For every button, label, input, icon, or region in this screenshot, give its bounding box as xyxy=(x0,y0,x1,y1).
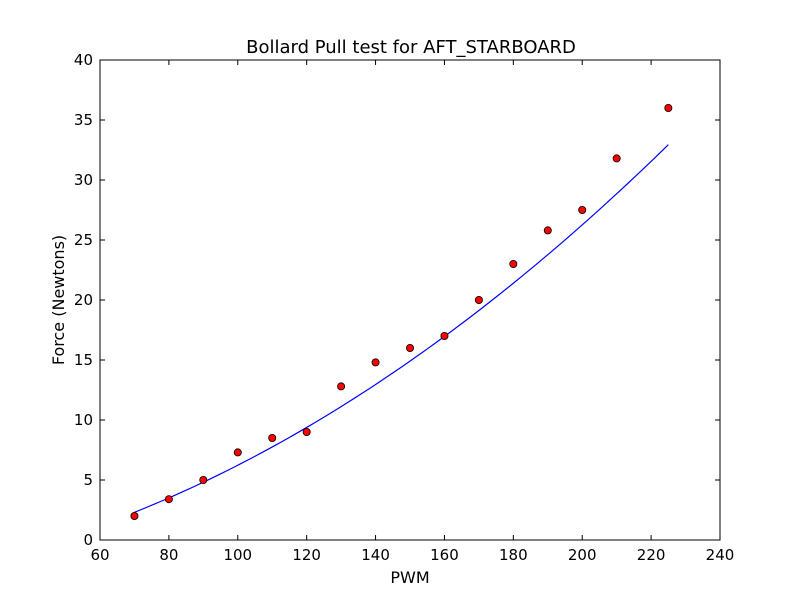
x-tick-label: 80 xyxy=(159,546,178,564)
y-tick-label: 40 xyxy=(74,51,93,69)
x-tick-label: 60 xyxy=(90,546,109,564)
data-point xyxy=(578,205,587,214)
plot-area: 60 80 100 120 140 160 180 200 220 240 0 5 10 15 20 25 30… xyxy=(74,51,734,564)
data-point xyxy=(440,331,449,340)
chart-title: Bollard Pull test for AFT_STARBOARD xyxy=(246,37,576,58)
data-point xyxy=(337,382,346,391)
y-tick-label: 0 xyxy=(83,531,93,549)
data-point xyxy=(474,295,483,304)
data-point xyxy=(164,495,173,504)
data-point xyxy=(509,259,518,268)
data-point xyxy=(268,433,277,442)
data-point xyxy=(371,358,380,367)
data-point xyxy=(612,154,621,163)
data-point xyxy=(130,512,139,521)
x-tick-label: 100 xyxy=(223,546,252,564)
data-point xyxy=(302,427,311,436)
x-tick-label: 220 xyxy=(637,546,666,564)
data-point xyxy=(405,343,414,352)
x-tick-label: 240 xyxy=(706,546,735,564)
data-point xyxy=(664,104,673,113)
x-tick-label: 140 xyxy=(361,546,390,564)
x-tick-label: 160 xyxy=(430,546,459,564)
x-tick-label: 180 xyxy=(499,546,528,564)
x-tick-label: 200 xyxy=(568,546,597,564)
data-point xyxy=(199,475,208,484)
y-tick-label: 20 xyxy=(74,291,93,309)
x-tick-label: 120 xyxy=(292,546,321,564)
x-axis-label: PWM xyxy=(390,568,429,587)
axes-frame xyxy=(99,59,721,541)
y-tick-label: 15 xyxy=(74,351,93,369)
y-tick-label: 30 xyxy=(74,171,93,189)
y-tick-label: 10 xyxy=(74,411,93,429)
data-point xyxy=(233,448,242,457)
y-tick-label: 5 xyxy=(83,471,93,489)
fit-line xyxy=(134,144,669,513)
data-point xyxy=(543,226,552,235)
y-tick-label: 25 xyxy=(74,231,93,249)
y-axis-label: Force (Newtons) xyxy=(49,235,68,365)
y-tick-label: 35 xyxy=(74,111,93,129)
